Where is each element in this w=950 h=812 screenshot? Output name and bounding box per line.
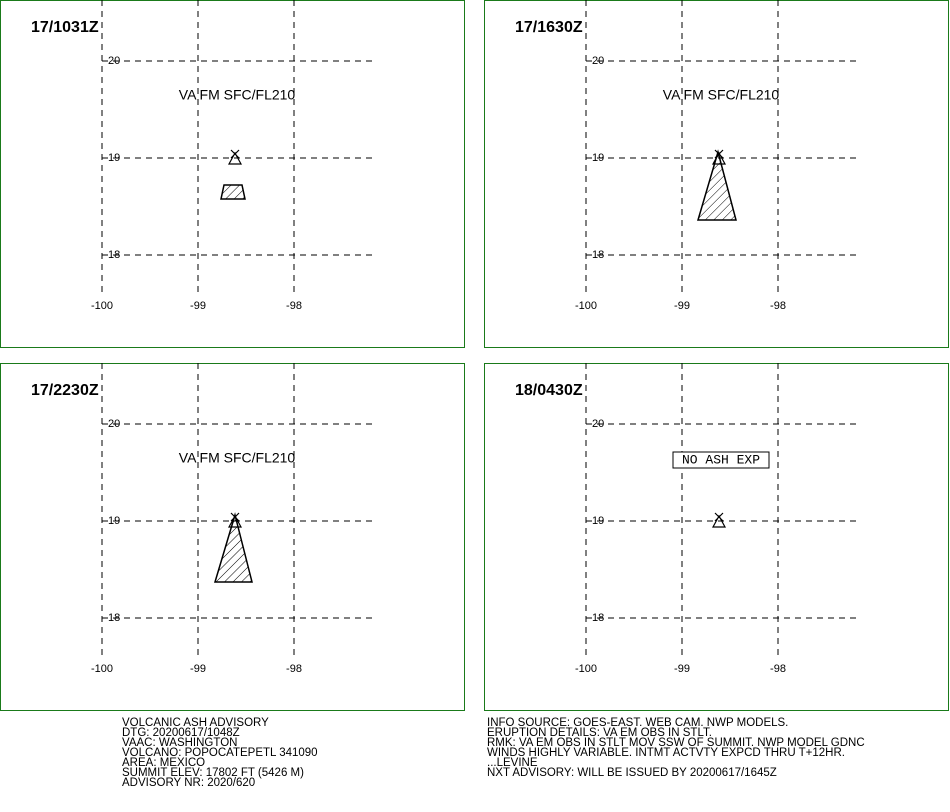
lat-label: 19 bbox=[108, 515, 120, 527]
lat-label: 19 bbox=[592, 515, 604, 527]
lat-label: 18 bbox=[592, 612, 604, 624]
valid-time: 17/1630Z bbox=[515, 19, 583, 36]
lon-label: -99 bbox=[190, 300, 206, 312]
footer-left-line: VAAC: WASHINGTON bbox=[122, 737, 237, 749]
lat-label: 18 bbox=[108, 612, 120, 624]
lat-label: 20 bbox=[108, 55, 120, 67]
map-panel: 20 19 18 -100 -99 -98 18/0430Z NO ASH EXP bbox=[484, 363, 949, 711]
lat-label: 19 bbox=[592, 152, 604, 164]
footer-left-line: SUMMIT ELEV: 17802 FT (5426 M) bbox=[122, 767, 304, 779]
lon-label: -100 bbox=[91, 300, 113, 312]
footer-right-line: NXT ADVISORY: WILL BE ISSUED BY 20200617… bbox=[487, 767, 777, 779]
lon-label: -98 bbox=[770, 663, 786, 675]
volcano-symbol bbox=[227, 149, 243, 165]
map-panel: 20 19 18 -100 -99 -98 17/2230Z VA FM SFC/FL210 bbox=[0, 363, 465, 711]
lon-label: -100 bbox=[91, 663, 113, 675]
lat-label: 19 bbox=[108, 152, 120, 164]
panel-frame bbox=[484, 363, 949, 711]
panel-frame bbox=[484, 0, 949, 348]
lon-label: -99 bbox=[674, 300, 690, 312]
valid-time: 17/2230Z bbox=[31, 382, 99, 399]
footer-right-line: RMK: VA EM OBS IN STLT MOV SSW OF SUMMIT… bbox=[487, 737, 865, 749]
panel-frame bbox=[0, 0, 465, 348]
lat-label: 18 bbox=[592, 249, 604, 261]
lon-label: -99 bbox=[190, 663, 206, 675]
volcano-symbol bbox=[711, 512, 727, 528]
panel-frame bbox=[0, 363, 465, 711]
map-panel: 20 19 18 -100 -99 -98 17/1031Z VA FM SFC/FL210 bbox=[0, 0, 465, 348]
footer-right-line: ERUPTION DETAILS: VA EM OBS IN STLT. bbox=[487, 727, 712, 739]
lon-label: -100 bbox=[575, 663, 597, 675]
ash-area bbox=[213, 512, 253, 583]
lon-label: -99 bbox=[674, 663, 690, 675]
lon-label: -98 bbox=[286, 300, 302, 312]
lon-label: -100 bbox=[575, 300, 597, 312]
ash-area bbox=[696, 149, 737, 221]
footer-right-line: INFO SOURCE: GOES-EAST. WEB CAM. NWP MOD… bbox=[487, 717, 788, 729]
label-box bbox=[672, 451, 770, 469]
ash-label: VA FM SFC/FL210 bbox=[179, 87, 296, 103]
ash-area bbox=[220, 184, 246, 200]
ash-label: VA FM SFC/FL210 bbox=[663, 87, 780, 103]
footer-left-line: VOLCANO: POPOCATEPETL 341090 bbox=[122, 747, 318, 759]
lat-label: 20 bbox=[592, 418, 604, 430]
footer-left-line: AREA: MEXICO bbox=[122, 757, 205, 769]
footer-left-line: VOLCANIC ASH ADVISORY bbox=[122, 717, 269, 729]
lon-label: -98 bbox=[770, 300, 786, 312]
footer-left-line: ADVISORY NR: 2020/620 bbox=[122, 777, 255, 789]
ash-label: NO ASH EXP bbox=[682, 452, 760, 467]
map-panel: 20 19 18 -100 -99 -98 17/1630Z VA FM SFC/FL210 bbox=[484, 0, 949, 348]
lat-label: 20 bbox=[592, 55, 604, 67]
lat-label: 20 bbox=[108, 418, 120, 430]
footer-right-line: WINDS HIGHLY VARIABLE. INTMT ACTVTY EXPC… bbox=[487, 747, 845, 759]
footer-right-line: ...LEVINE bbox=[487, 757, 538, 769]
lat-label: 18 bbox=[108, 249, 120, 261]
ash-label: VA FM SFC/FL210 bbox=[179, 450, 296, 466]
lon-label: -98 bbox=[286, 663, 302, 675]
valid-time: 17/1031Z bbox=[31, 19, 99, 36]
footer-left-line: DTG: 20200617/1048Z bbox=[122, 727, 240, 739]
valid-time: 18/0430Z bbox=[515, 382, 583, 399]
